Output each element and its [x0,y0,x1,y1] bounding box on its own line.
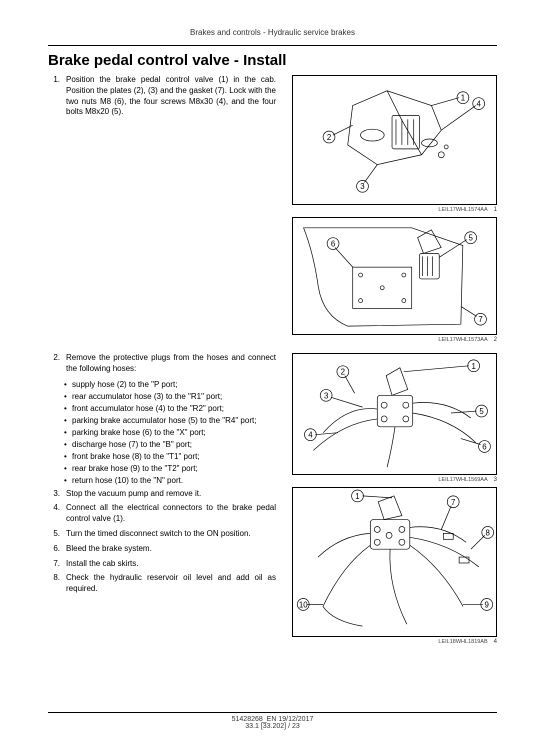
step-text: Stop the vacuum pump and remove it. [66,489,276,500]
figure-2-caption: LEIL17WHL1573AA 2 [292,336,497,343]
step-7: 7. Install the cab skirts. [48,559,276,570]
step-number: 6. [48,544,60,555]
svg-text:1: 1 [471,362,475,371]
step-text: Connect all the electrical connectors to… [66,503,276,525]
list-item: parking brake hose (6) to the "X" port; [64,427,276,439]
svg-text:3: 3 [360,182,365,191]
step-1: 1. Position the brake pedal control valv… [48,75,276,118]
step-text: Position the brake pedal control valve (… [66,75,276,118]
step-text: Turn the timed disconnect switch to the … [66,529,276,540]
list-item: return hose (10) to the "N" port. [64,475,276,487]
fig-num: 4 [494,639,497,645]
step-number: 7. [48,559,60,570]
step-number: 4. [48,503,60,525]
content-area: 1. Position the brake pedal control valv… [48,75,497,712]
fig-code: LEIL17WHL1573AA [438,337,487,343]
list-item: rear brake hose (9) to the "T2" port; [64,463,276,475]
svg-text:2: 2 [327,133,331,142]
svg-text:9: 9 [485,600,489,609]
left-column: 1. Position the brake pedal control valv… [48,75,276,118]
svg-text:4: 4 [308,431,313,440]
figure-1: 1 4 3 2 [292,75,497,205]
step-number: 8. [48,573,60,595]
figure-4: 1 7 8 9 10 [292,487,497,637]
page-path: 33.1 [33.202] / 23 [48,723,497,730]
step-text: Install the cab skirts. [66,559,276,570]
step-5: 5. Turn the timed disconnect switch to t… [48,529,276,540]
svg-text:8: 8 [486,528,491,537]
page-title: Brake pedal control valve - Install [48,52,497,69]
list-item: front brake hose (8) to the "T1" port; [64,451,276,463]
fig-code: LEIL17WHL1569AA [438,477,487,483]
figure-4-caption: LEIL18WHL1819AB 4 [292,638,497,645]
hose-list: supply hose (2) to the "P port; rear acc… [64,379,276,487]
header-breadcrumb: Brakes and controls - Hydraulic service … [48,28,497,37]
svg-text:6: 6 [482,442,487,451]
step-number: 2. [48,353,60,375]
fig-code: LEIL18WHL1819AB [438,639,487,645]
svg-text:5: 5 [479,407,484,416]
figure-1-caption: LEIL17WHL1574AA 1 [292,206,497,213]
step-number: 3. [48,489,60,500]
fig-num: 2 [494,337,497,343]
svg-text:6: 6 [331,240,336,249]
list-item: parking brake accumulator hose (5) to th… [64,415,276,427]
svg-text:7: 7 [451,498,455,507]
svg-text:1: 1 [461,94,465,103]
svg-text:4: 4 [476,100,481,109]
list-item: rear accumulator hose (3) to the "R1" po… [64,391,276,403]
page: Brakes and controls - Hydraulic service … [0,0,533,750]
fig-num: 1 [494,207,497,213]
step-text: Bleed the brake system. [66,544,276,555]
step-3: 3. Stop the vacuum pump and remove it. [48,489,276,500]
step-2-block: 2. Remove the protective plugs from the … [48,353,276,599]
step-6: 6. Bleed the brake system. [48,544,276,555]
step-number: 1. [48,75,60,118]
svg-text:7: 7 [478,315,482,324]
page-footer: 51428268_EN 19/12/2017 33.1 [33.202] / 2… [48,712,497,730]
svg-text:2: 2 [341,368,345,377]
list-item: supply hose (2) to the "P port; [64,379,276,391]
figure-3: 1 2 3 4 5 6 [292,353,497,475]
svg-text:3: 3 [324,391,329,400]
fig-code: LEIL17WHL1574AA [438,207,487,213]
list-item: discharge hose (7) to the "B" port; [64,439,276,451]
fig-num: 3 [494,477,497,483]
svg-text:5: 5 [468,234,473,243]
step-2: 2. Remove the protective plugs from the … [48,353,276,375]
step-text: Remove the protective plugs from the hos… [66,353,276,375]
doc-ref: 51428268_EN 19/12/2017 [48,716,497,723]
svg-text:1: 1 [355,492,359,501]
svg-text:10: 10 [299,600,308,609]
header-rule [48,45,497,46]
figure-3-caption: LEIL17WHL1569AA 3 [292,476,497,483]
step-8: 8. Check the hydraulic reservoir oil lev… [48,573,276,595]
figure-2: 6 5 7 [292,217,497,335]
step-text: Check the hydraulic reservoir oil level … [66,573,276,595]
list-item: front accumulator hose (4) to the "R2" p… [64,403,276,415]
step-number: 5. [48,529,60,540]
step-4: 4. Connect all the electrical connectors… [48,503,276,525]
